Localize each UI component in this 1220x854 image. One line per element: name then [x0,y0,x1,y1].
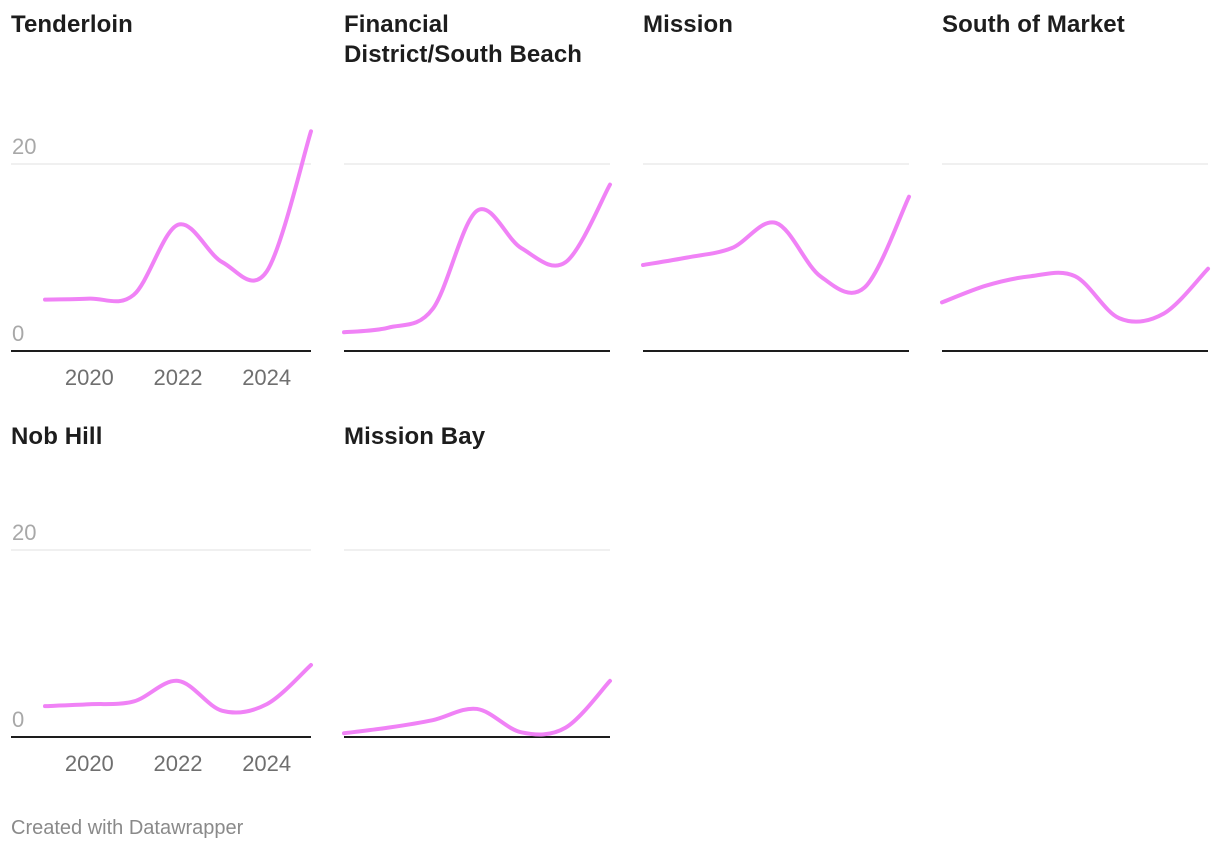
panel-plot [342,549,612,738]
x-tick-label: 2020 [65,365,114,390]
y-tick-label: 20 [12,520,36,545]
datawrapper-credit: Created with Datawrapper [11,817,244,839]
y-tick-label: 20 [12,134,36,159]
y-tick-label: 0 [12,321,24,346]
series-line [641,194,911,295]
panel-title: Mission [643,11,734,38]
series-line [43,129,313,304]
panel-title: Tenderloin [11,11,133,38]
panel-plot [342,163,612,352]
series-line [940,266,1210,324]
panel-title: Financial District/South Beach [344,11,583,68]
series-line [342,678,612,737]
panel-title: Mission Bay [344,423,486,450]
panel-title: Nob Hill [11,423,103,450]
x-tick-label: 2024 [242,365,291,390]
x-tick-label: 2020 [65,751,114,776]
panel-plot [641,163,911,352]
x-tick-label: 2022 [154,751,203,776]
panel-plot [940,163,1210,352]
series-line [342,182,612,335]
x-tick-label: 2024 [242,751,291,776]
panel-title: South of Market [942,11,1125,38]
y-tick-label: 0 [12,707,24,732]
x-tick-label: 2022 [154,365,203,390]
series-line [43,663,313,715]
